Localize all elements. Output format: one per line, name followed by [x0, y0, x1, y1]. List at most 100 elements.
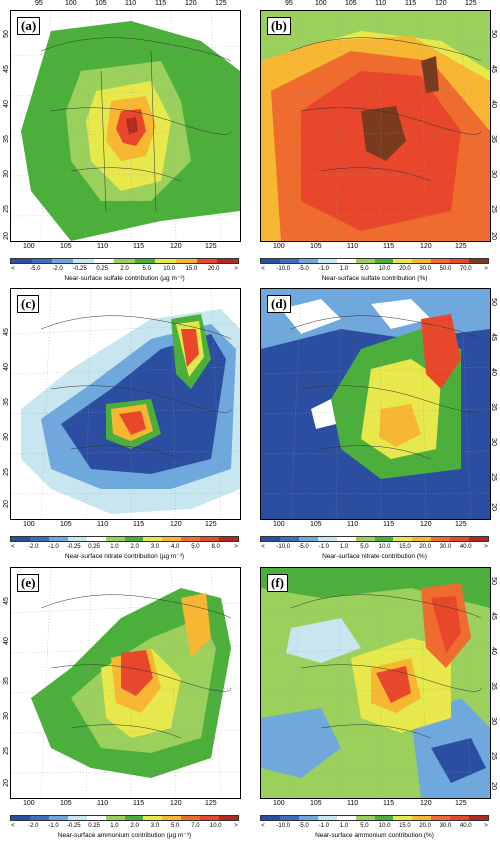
colorbar-swatch-c-7 — [143, 537, 163, 541]
colorbar-e — [10, 815, 239, 821]
colorbar-tick-b-1: -10.0 — [276, 266, 291, 272]
right-tick-d-0: 50 — [489, 298, 497, 306]
left-tick-e-4: 25 — [2, 747, 10, 755]
colorbar-swatch-d-6 — [374, 537, 394, 541]
map-frame-f: (f) — [260, 567, 491, 799]
bottom-tick-e-3: 115 — [133, 800, 145, 807]
colorbar-tick-d-4: 1.0 — [339, 544, 349, 550]
left-tick-e-0: 45 — [2, 597, 10, 605]
left-tick-c-5: 20 — [2, 500, 10, 508]
colorbar-swatch-f-2 — [298, 816, 318, 820]
colorbar-swatch-a-7 — [155, 259, 177, 263]
colorbar-tick-e-6: 2.0 — [130, 823, 139, 829]
colorbar-swatch-e-6 — [124, 816, 144, 820]
colorbar-tick-d-1: -10.0 — [276, 544, 291, 550]
colorbar-swatch-d-4 — [336, 537, 356, 541]
colorbar-swatch-b-1 — [279, 259, 299, 263]
colorbar-tick-e-5: 1.0 — [110, 823, 119, 829]
colorbar-swatch-b-8 — [412, 259, 432, 263]
colorbar-swatch-a-3 — [72, 259, 94, 263]
bottom-tick-c-0: 100 — [23, 521, 35, 528]
panel-e: (e) 45 40 35 30 25 20 100 105 110 115 12… — [2, 567, 245, 839]
colorbar-swatch-d-0 — [261, 537, 280, 541]
colorbar-swatch-e-11 — [219, 816, 239, 820]
colorbar-swatch-c-4 — [86, 537, 106, 541]
colorbar-tick-d-0: < — [261, 544, 265, 550]
bottom-tick-c-4: 120 — [170, 521, 182, 528]
colorbar-f — [260, 815, 489, 821]
colorbar-swatch-e-3 — [67, 816, 87, 820]
colorbar-tick-e-2: -1.0 — [48, 823, 59, 829]
bottom-tick-f-2: 110 — [347, 800, 359, 807]
colorbar-swatch-f-3 — [317, 816, 337, 820]
colorbar-swatch-c-2 — [48, 537, 68, 541]
colorbar-tick-d-11: > — [484, 544, 488, 550]
colorbar-swatch-d-11 — [469, 537, 489, 541]
colorbar-ticks-c: < -2.0 -1.0 -0.25 0.25 1.0 2.0 3.0 4.0 5.0 8.0 > — [10, 544, 239, 552]
left-tick-e-2: 35 — [2, 677, 10, 685]
colorbar-tick-c-5: 1.0 — [110, 544, 119, 550]
colorbar-tick-b-7: 20.0 — [399, 266, 411, 272]
bottom-tick-f-0: 100 — [273, 800, 285, 807]
map-frame-b: (b) — [260, 10, 491, 242]
panel-a: (a) 95 100 105 110 115 120 125 50 45 40 … — [2, 0, 245, 282]
top-tick-b-6: 125 — [465, 0, 477, 7]
colorbar-ticks-a: < -5.0 -2.0 -0.25 0.25 2.0 5.0 10.0 15.0 20.0 > — [10, 266, 239, 274]
right-tick-b-3: 35 — [489, 135, 497, 143]
colorbar-swatch-d-10 — [450, 537, 470, 541]
colorbar-tick-e-1: -2.0 — [28, 823, 39, 829]
colorbar-tick-f-10: 40.0 — [459, 823, 472, 829]
panel-b: (b) 95 100 105 110 115 120 125 50 45 40 … — [255, 0, 497, 282]
top-tick-a-0: 95 — [35, 0, 43, 7]
colorbar-swatch-f-9 — [431, 816, 451, 820]
colorbar-tick-c-2: -1.0 — [48, 544, 59, 550]
bottom-tick-e-2: 110 — [97, 800, 109, 807]
colorbar-swatch-c-3 — [67, 537, 87, 541]
colorbar-tick-e-11: > — [234, 823, 238, 829]
right-tick-b-2: 40 — [489, 100, 497, 108]
colorbar-swatch-e-0 — [11, 816, 30, 820]
colorbar-tick-d-6: 10.0 — [378, 544, 391, 550]
top-tick-b-5: 120 — [435, 0, 447, 7]
right-tick-d-4: 30 — [489, 438, 497, 446]
top-tick-b-0: 95 — [285, 0, 293, 7]
top-tick-a-6: 125 — [215, 0, 227, 7]
colorbar-swatch-c-8 — [162, 537, 182, 541]
colorbar-title-f: Near-surface ammonium contribution (%) — [315, 832, 434, 839]
colorbar-swatch-a-2 — [52, 259, 73, 263]
left-tick-c-3: 30 — [2, 433, 10, 441]
colorbar-tick-f-0: < — [261, 823, 265, 829]
colorbar-tick-c-1: -2.0 — [28, 544, 39, 550]
left-tick-a-4: 30 — [2, 170, 10, 178]
bottom-tick-a-3: 115 — [133, 243, 145, 250]
bottom-tick-f-1: 105 — [310, 800, 322, 807]
colorbar-swatch-f-6 — [374, 816, 394, 820]
left-tick-a-1: 45 — [2, 65, 10, 73]
right-tick-f-0: 50 — [489, 577, 497, 585]
bottom-tick-c-3: 115 — [133, 521, 145, 528]
colorbar-swatch-a-10 — [217, 259, 239, 263]
colorbar-tick-e-10: 10.0 — [209, 823, 222, 829]
right-tick-b-6: 20 — [489, 232, 497, 240]
bottom-tick-b-2: 110 — [347, 243, 359, 250]
panel-label-b: (b) — [267, 17, 291, 35]
colorbar-b — [260, 258, 489, 264]
bottom-tick-b-3: 115 — [383, 243, 395, 250]
colorbar-tick-f-1: -10.0 — [276, 823, 291, 829]
colorbar-swatch-c-6 — [124, 537, 144, 541]
left-tick-c-2: 35 — [2, 398, 10, 406]
colorbar-tick-c-6: 2.0 — [130, 544, 139, 550]
colorbar-tick-a-9: 20.0 — [207, 266, 220, 272]
colorbar-tick-f-2: -5.0 — [298, 823, 309, 829]
colorbar-swatch-f-4 — [336, 816, 356, 820]
colorbar-swatch-b-11 — [469, 259, 489, 263]
colorbar-tick-b-8: 30.0 — [419, 266, 432, 272]
bottom-tick-e-1: 105 — [60, 800, 72, 807]
bottom-tick-b-1: 105 — [310, 243, 322, 250]
colorbar-swatch-d-5 — [355, 537, 375, 541]
colorbar-tick-a-5: 2.0 — [120, 266, 129, 272]
map-frame-a: (a) — [10, 10, 241, 242]
bottom-tick-d-0: 100 — [273, 521, 285, 528]
bottom-tick-c-2: 110 — [97, 521, 109, 528]
bottom-tick-b-4: 120 — [420, 243, 432, 250]
